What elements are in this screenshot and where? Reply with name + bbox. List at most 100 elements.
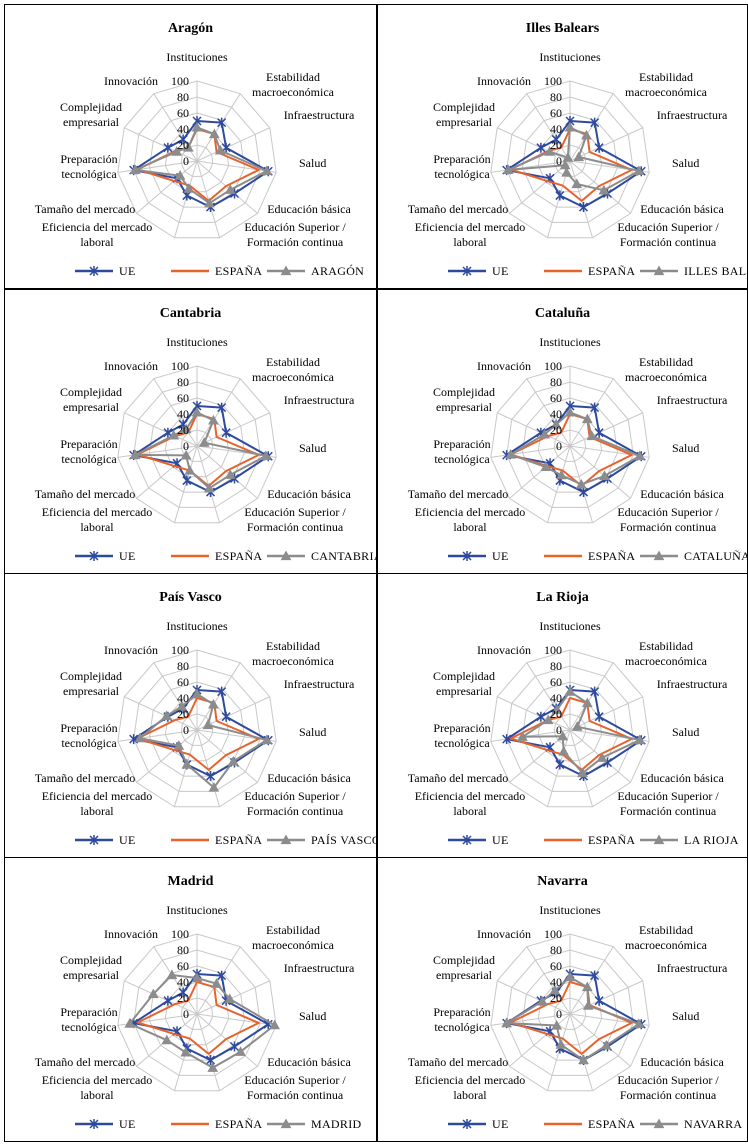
radial-tick-label: 40 <box>550 975 562 989</box>
chart-title: Aragón <box>167 21 214 36</box>
series-point <box>536 142 546 153</box>
axis-label: Eficiencia del mercado laboral <box>42 1073 153 1102</box>
series-point <box>555 759 565 770</box>
legend-marker <box>89 551 99 561</box>
grid-ring <box>148 681 246 777</box>
axis-label: Salud <box>672 441 699 455</box>
legend-item: UE <box>448 1117 508 1131</box>
radar-panel: Cantabria 0 20 40 60 80 100 Instituciones Estabi… <box>4 289 377 574</box>
axis-label-line: Formación continua <box>247 804 344 818</box>
legend-item: ESPAÑA <box>171 833 262 847</box>
series-point <box>235 1046 246 1056</box>
axis-label-line: Educación básica <box>267 1055 351 1069</box>
grid-spoke <box>490 729 571 742</box>
axis-label: Instituciones <box>539 50 601 64</box>
grid-spoke <box>196 160 277 173</box>
axis-label-line: Instituciones <box>539 50 601 64</box>
series-1 <box>509 413 633 487</box>
radar-grid <box>490 365 650 524</box>
legend-item: ESPAÑA <box>544 264 635 278</box>
series-point <box>217 402 227 413</box>
axis-label: Educación Superior / Formación continua <box>244 789 346 818</box>
series-point <box>208 698 219 709</box>
series-point <box>129 164 141 174</box>
axis-label-line: Estabilidad <box>266 355 320 369</box>
grid-spoke <box>196 93 241 162</box>
radial-tick-label: 40 <box>550 407 562 421</box>
radial-tick-label: 60 <box>177 675 189 689</box>
grid-spoke <box>546 445 571 523</box>
axis-label: Infraestructura <box>657 108 728 122</box>
series-point <box>536 995 548 1006</box>
grid-ring <box>521 397 619 493</box>
axis-label-line: empresarial <box>63 115 120 129</box>
series-point <box>578 202 589 213</box>
axis-label-line: macroeconómica <box>252 370 335 384</box>
series-point <box>184 465 196 475</box>
axis-label: Instituciones <box>166 50 228 64</box>
legend-label: UE <box>119 264 136 278</box>
grid-spoke <box>569 946 614 1015</box>
axis-label: Estabilidad macroeconómica <box>625 639 708 668</box>
axis-label: Eficiencia del mercado laboral <box>415 789 526 818</box>
series-point <box>227 755 239 766</box>
series-point <box>182 142 194 152</box>
series-point <box>134 732 146 743</box>
axis-label-line: empresarial <box>63 968 120 982</box>
series-point <box>586 430 598 441</box>
radar-panel: La Rioja 0 20 40 60 80 100 Instituciones Estabil… <box>377 573 748 858</box>
axis-label-line: laboral <box>80 520 114 534</box>
series-point <box>168 429 180 440</box>
series-point <box>174 170 186 180</box>
radar-panel: País Vasco 0 20 40 60 80 100 Instituciones Estab… <box>4 573 377 858</box>
legend-item: CATALUÑA <box>640 549 747 563</box>
axis-label-line: laboral <box>453 1088 487 1102</box>
axis-label-line: laboral <box>453 804 487 818</box>
series-point <box>217 686 227 697</box>
radial-tick-label: 100 <box>544 643 562 657</box>
axis-label: Salud <box>672 725 699 739</box>
grid-spoke <box>569 696 643 731</box>
series-point <box>598 184 610 195</box>
grid-ring <box>506 381 634 508</box>
legend-item: UE <box>75 1117 135 1131</box>
axis-label-line: macroeconómica <box>252 85 335 99</box>
axis-label-line: Eficiencia del mercado <box>42 789 153 803</box>
series-point <box>205 1055 216 1066</box>
series-point <box>171 146 182 156</box>
series-point <box>540 461 552 472</box>
axis-label: Eficiencia del mercado laboral <box>415 505 526 534</box>
grid-spoke <box>546 1013 571 1091</box>
series-point <box>633 1018 645 1029</box>
axis-label: Tamaño del mercado <box>35 202 135 216</box>
axis-label: Eficiencia del mercado laboral <box>415 1073 526 1102</box>
axis-label-line: Preparación <box>433 152 490 166</box>
axis-label-line: Estabilidad <box>266 923 320 937</box>
series-point <box>176 700 188 711</box>
axis-label: Educación básica <box>640 487 724 501</box>
axis-label-line: Salud <box>672 441 699 455</box>
axis-label: Preparación tecnológica <box>433 152 490 181</box>
legend-item: ESPAÑA <box>171 549 262 563</box>
axis-label: Infraestructura <box>657 961 728 975</box>
axis-label-line: Estabilidad <box>639 70 693 84</box>
grid-spoke <box>497 412 571 447</box>
legend-item: PAÍS VASCO <box>267 833 376 847</box>
axis-label-line: Educación Superior / <box>617 220 719 234</box>
axis-label: Innovación <box>477 927 531 941</box>
series-point <box>229 1041 240 1052</box>
grid-spoke <box>196 729 258 783</box>
axis-label: Instituciones <box>166 619 228 633</box>
series-2 <box>134 688 273 792</box>
grid-ring <box>117 649 277 808</box>
axis-label-line: Salud <box>299 441 326 455</box>
legend-label: ESPAÑA <box>588 1117 635 1131</box>
axis-label-line: Preparación <box>60 1005 117 1019</box>
series-point <box>180 423 192 434</box>
radial-tick-label: 20 <box>550 707 562 721</box>
axis-label-line: Tamaño del mercado <box>408 1055 508 1069</box>
legend-marker <box>280 1118 292 1129</box>
axis-label: Infraestructura <box>284 108 355 122</box>
radar-panel: Navarra 0 20 40 60 80 100 Instituciones Estabili… <box>377 857 748 1142</box>
axis-label: Educación Superior / Formación continua <box>617 789 719 818</box>
